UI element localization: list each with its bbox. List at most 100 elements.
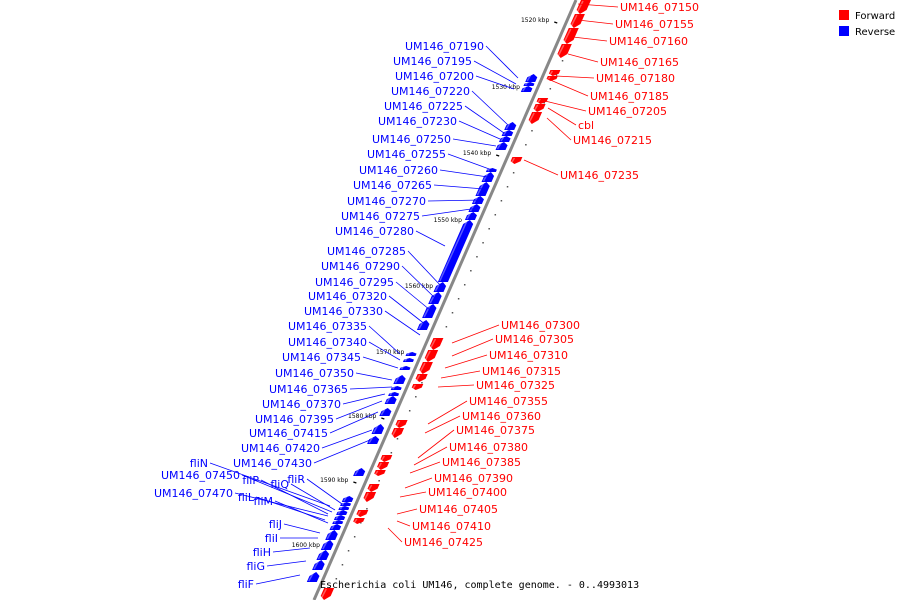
forward-gene-label[interactable]: UM146_07390 <box>434 472 513 485</box>
reverse-gene-arrow[interactable] <box>325 530 338 540</box>
reverse-gene-arrow[interactable] <box>495 142 508 150</box>
reverse-gene-label[interactable]: UM146_07250 <box>372 133 451 146</box>
reverse-gene-arrow[interactable] <box>422 304 437 318</box>
forward-gene-label[interactable]: UM146_07300 <box>501 319 580 332</box>
forward-gene-label[interactable]: UM146_07315 <box>482 365 561 378</box>
forward-gene-label[interactable]: UM146_07310 <box>489 349 568 362</box>
forward-gene-label[interactable]: UM146_07305 <box>495 333 574 346</box>
forward-gene-arrow[interactable] <box>415 374 428 382</box>
reverse-gene-arrow[interactable] <box>316 550 330 560</box>
forward-gene-label[interactable]: UM146_07185 <box>590 90 669 103</box>
reverse-gene-label[interactable]: UM146_07320 <box>308 290 387 303</box>
reverse-gene-arrow[interactable] <box>320 540 334 550</box>
forward-gene-label[interactable]: UM146_07165 <box>600 56 679 69</box>
reverse-gene-label[interactable]: UM146_07255 <box>367 148 446 161</box>
forward-gene-arrow[interactable] <box>395 420 408 428</box>
reverse-gene-label[interactable]: fliN <box>190 457 208 470</box>
forward-gene-arrow[interactable] <box>353 518 365 524</box>
forward-gene-label[interactable]: UM146_07380 <box>449 441 528 454</box>
reverse-gene-label[interactable]: UM146_07265 <box>353 179 432 192</box>
reverse-gene-arrow[interactable] <box>338 506 350 510</box>
reverse-gene-arrow[interactable] <box>402 358 414 362</box>
reverse-gene-arrow[interactable] <box>312 560 325 570</box>
reverse-gene-label[interactable]: UM146_07365 <box>269 383 348 396</box>
reverse-gene-label[interactable]: UM146_07345 <box>282 351 361 364</box>
reverse-gene-label[interactable]: UM146_07230 <box>378 115 457 128</box>
forward-gene-label[interactable]: UM146_07400 <box>428 486 507 499</box>
forward-gene-label[interactable]: UM146_07405 <box>419 503 498 516</box>
forward-gene-label[interactable]: UM146_07375 <box>456 424 535 437</box>
forward-gene-arrow[interactable] <box>380 455 393 462</box>
forward-gene-label[interactable]: UM146_07180 <box>596 72 675 85</box>
reverse-gene-label[interactable]: UM146_07415 <box>249 427 328 440</box>
reverse-gene-arrow[interactable] <box>384 396 397 404</box>
reverse-gene-label[interactable]: UM146_07370 <box>262 398 341 411</box>
reverse-gene-arrow[interactable] <box>341 496 354 502</box>
reverse-gene-label[interactable]: UM146_07340 <box>288 336 367 349</box>
reverse-gene-label[interactable]: fliH <box>253 546 271 559</box>
reverse-gene-label[interactable]: UM146_07260 <box>359 164 438 177</box>
reverse-gene-label[interactable]: UM146_07335 <box>288 320 367 333</box>
reverse-gene-arrow[interactable] <box>388 392 400 396</box>
forward-gene-arrow[interactable] <box>320 588 335 600</box>
reverse-gene-label[interactable]: UM146_07280 <box>335 225 414 238</box>
forward-gene-arrow[interactable] <box>536 98 549 104</box>
forward-gene-arrow[interactable] <box>377 462 390 470</box>
reverse-gene-arrow[interactable] <box>332 520 344 524</box>
forward-gene-label[interactable]: UM146_07355 <box>469 395 548 408</box>
reverse-gene-label[interactable]: UM146_07275 <box>341 210 420 223</box>
reverse-gene-label[interactable]: UM146_07330 <box>304 305 383 318</box>
reverse-gene-arrow[interactable] <box>433 282 447 292</box>
reverse-gene-label[interactable]: UM146_07220 <box>391 85 470 98</box>
forward-gene-label[interactable]: cbl <box>578 119 594 132</box>
forward-gene-label[interactable]: UM146_07150 <box>620 1 699 14</box>
reverse-gene-label[interactable]: fliJ <box>269 518 282 531</box>
forward-gene-arrow[interactable] <box>411 384 424 390</box>
forward-gene-arrow[interactable] <box>391 428 405 438</box>
reverse-gene-label[interactable]: fliM <box>254 495 273 508</box>
forward-gene-label[interactable]: UM146_07410 <box>412 520 491 533</box>
reverse-gene-label[interactable]: UM146_07195 <box>393 55 472 68</box>
forward-gene-arrow[interactable] <box>570 14 585 28</box>
forward-gene-arrow[interactable] <box>419 362 433 374</box>
reverse-gene-label[interactable]: UM146_07225 <box>384 100 463 113</box>
reverse-gene-arrow[interactable] <box>520 86 533 92</box>
forward-gene-arrow[interactable] <box>356 510 369 517</box>
reverse-gene-arrow[interactable] <box>367 436 380 444</box>
forward-gene-label[interactable]: UM146_07160 <box>609 35 688 48</box>
reverse-gene-label[interactable]: UM146_07430 <box>233 457 312 470</box>
reverse-gene-label[interactable]: UM146_07190 <box>405 40 484 53</box>
forward-gene-label[interactable]: UM146_07215 <box>573 134 652 147</box>
reverse-gene-label[interactable]: fliF <box>238 578 254 591</box>
reverse-gene-arrow[interactable] <box>405 352 417 356</box>
reverse-gene-label[interactable]: UM146_07470 <box>154 487 233 500</box>
reverse-gene-label[interactable]: fliI <box>265 532 278 545</box>
forward-gene-label[interactable]: UM146_07360 <box>462 410 541 423</box>
reverse-gene-label[interactable]: fliR <box>287 473 305 486</box>
reverse-gene-arrow[interactable] <box>504 122 517 130</box>
reverse-gene-label[interactable]: fliL <box>238 491 255 504</box>
reverse-gene-label[interactable]: UM146_07295 <box>315 276 394 289</box>
reverse-gene-label[interactable]: UM146_07270 <box>347 195 426 208</box>
reverse-gene-arrow[interactable] <box>437 220 474 282</box>
reverse-gene-label[interactable]: UM146_07290 <box>321 260 400 273</box>
forward-gene-label[interactable]: UM146_07385 <box>442 456 521 469</box>
reverse-gene-arrow[interactable] <box>523 82 535 86</box>
reverse-gene-label[interactable]: fliG <box>246 560 265 573</box>
forward-gene-arrow[interactable] <box>576 0 591 14</box>
forward-gene-arrow[interactable] <box>367 484 380 492</box>
reverse-gene-arrow[interactable] <box>416 320 430 330</box>
forward-gene-arrow[interactable] <box>424 350 439 362</box>
reverse-gene-label[interactable]: fliQ <box>270 478 289 491</box>
reverse-gene-arrow[interactable] <box>336 510 348 515</box>
forward-gene-arrow[interactable] <box>510 157 523 164</box>
reverse-gene-arrow[interactable] <box>499 136 511 142</box>
reverse-gene-arrow[interactable] <box>340 502 352 506</box>
forward-gene-arrow[interactable] <box>557 44 572 58</box>
reverse-gene-label[interactable]: fliP <box>242 474 259 487</box>
reverse-gene-arrow[interactable] <box>525 74 538 82</box>
reverse-gene-arrow[interactable] <box>393 375 406 384</box>
reverse-gene-arrow[interactable] <box>333 515 346 520</box>
reverse-gene-label[interactable]: UM146_07200 <box>395 70 474 83</box>
reverse-gene-arrow[interactable] <box>371 424 385 434</box>
